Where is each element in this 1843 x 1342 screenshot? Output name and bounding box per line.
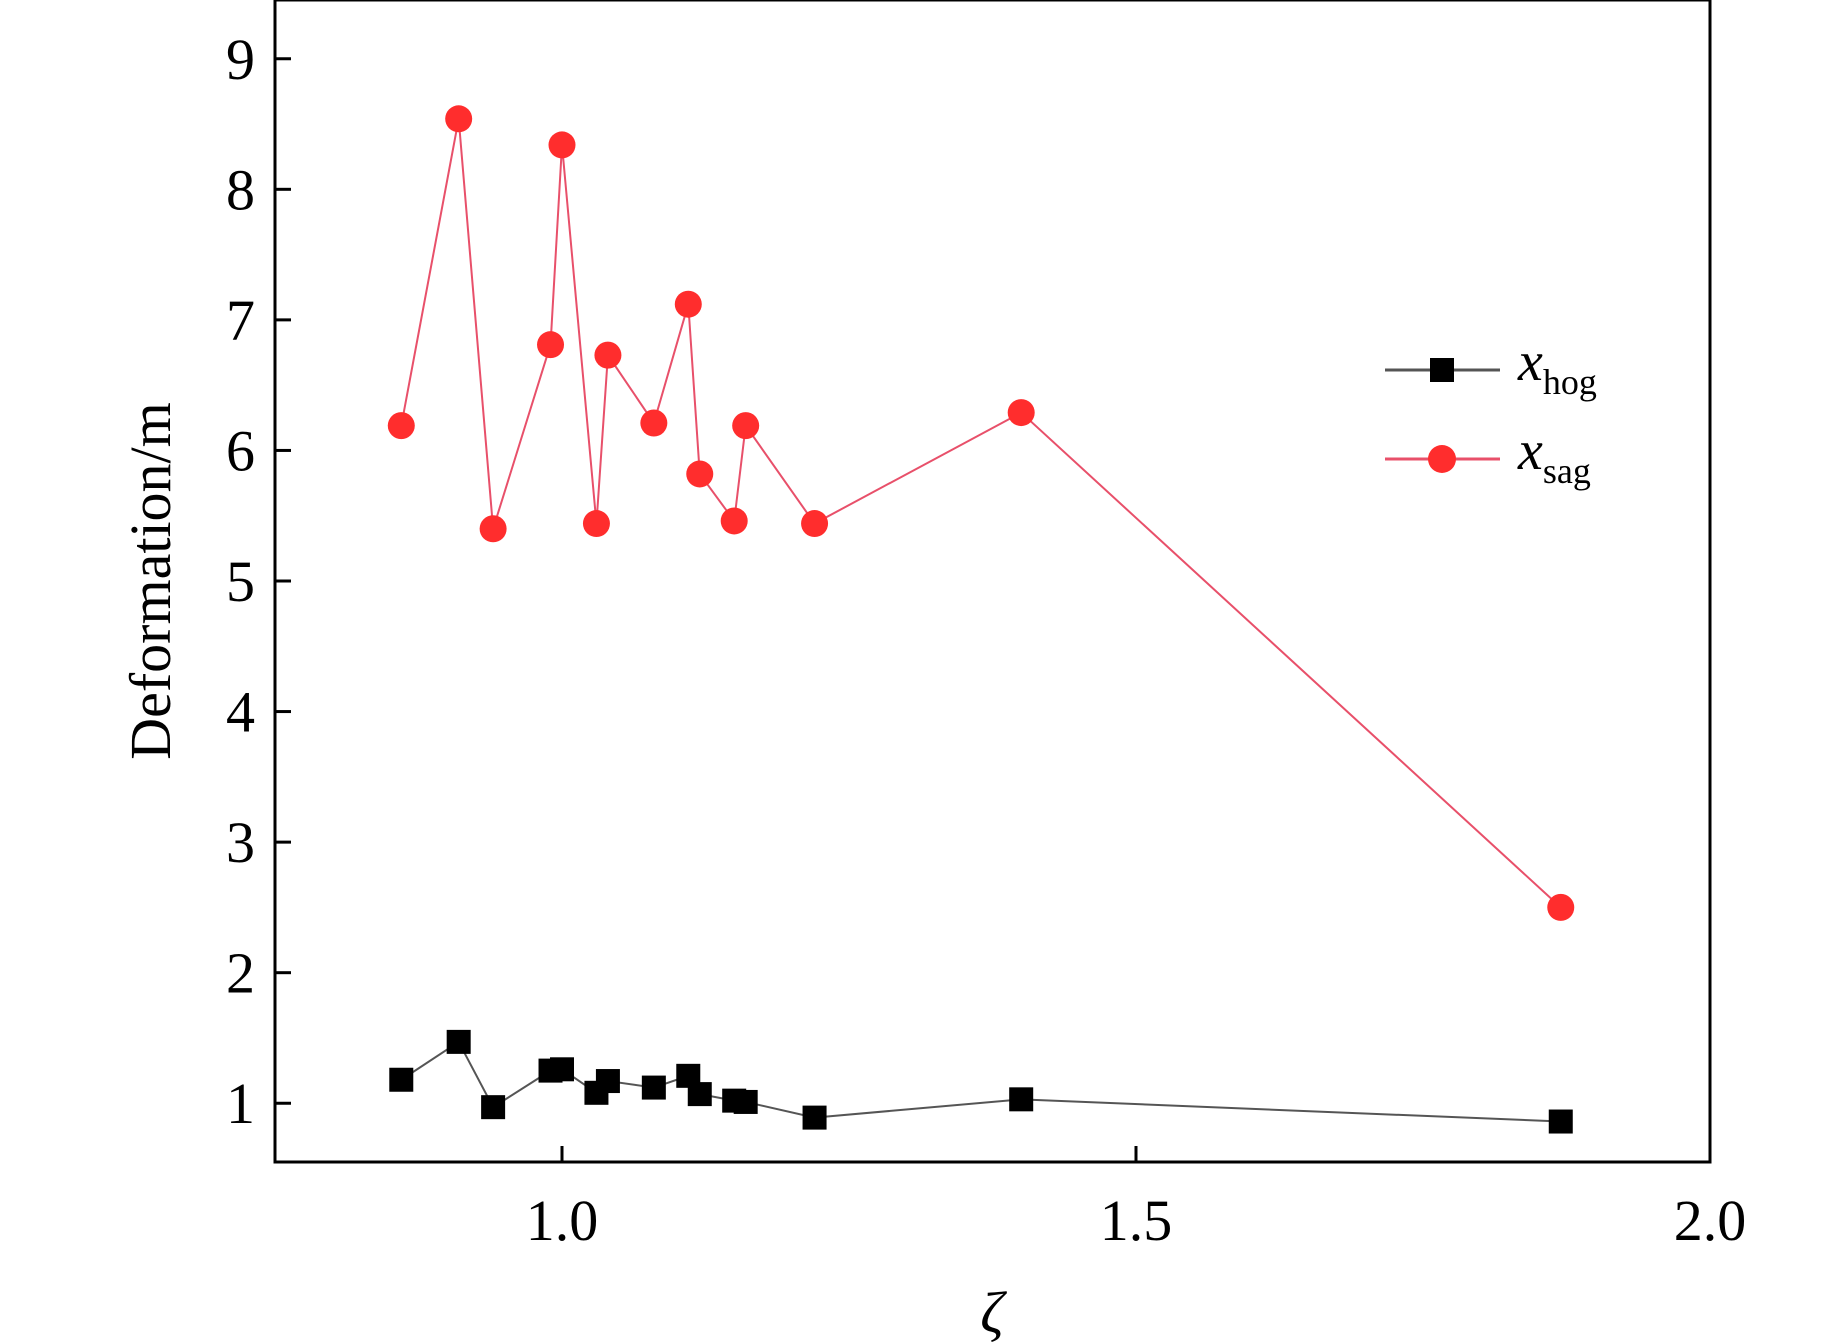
legend-label-sub: sag — [1543, 451, 1591, 491]
legend-label-main: x — [1517, 420, 1543, 482]
x-axis: 1.0 1.5 2.0 — [526, 1146, 1747, 1253]
legend-item-x_hog: xhog — [1385, 331, 1597, 402]
data-point — [801, 510, 829, 538]
legend-label-main: x — [1517, 331, 1543, 393]
data-point — [387, 412, 415, 440]
data-point — [1548, 1109, 1573, 1134]
x-axis-title: ζ — [980, 1280, 1007, 1342]
series-line — [400, 1040, 1561, 1123]
data-point — [548, 131, 576, 159]
data-point — [732, 412, 760, 440]
y-tick-label: 6 — [226, 418, 255, 483]
series-x_sag — [387, 105, 1575, 921]
y-tick-label: 3 — [226, 810, 255, 875]
y-axis-title: Deformation/m — [118, 402, 183, 760]
data-point — [1009, 1087, 1034, 1112]
data-point — [550, 1057, 574, 1082]
plot-frame — [273, 0, 1712, 1164]
y-tick-label: 7 — [226, 288, 255, 353]
data-point — [445, 105, 473, 133]
data-point — [594, 341, 622, 369]
data-point — [641, 1075, 666, 1100]
x-tick-label: 1.0 — [526, 1188, 599, 1253]
x-tick-label: 2.0 — [1674, 1188, 1747, 1253]
data-point — [686, 460, 714, 488]
x-tick-label: 1.5 — [1100, 1188, 1173, 1253]
y-tick-label: 9 — [226, 27, 255, 92]
y-tick-label: 2 — [226, 941, 255, 1006]
legend-label-sub: hog — [1543, 362, 1597, 402]
legend-label: xhog — [1517, 331, 1597, 402]
y-axis: 1 2 3 4 5 6 7 8 9 — [226, 27, 291, 1136]
data-point — [1007, 399, 1035, 427]
data-point — [733, 1089, 758, 1114]
data-point — [1547, 893, 1575, 921]
data-point — [389, 1067, 414, 1092]
series-x_hog — [389, 1029, 1573, 1134]
data-point — [537, 331, 565, 359]
data-point — [446, 1029, 471, 1054]
data-point — [687, 1082, 712, 1107]
data-point — [479, 515, 507, 543]
data-point — [674, 290, 702, 318]
legend-item-x_sag: xsag — [1385, 420, 1591, 491]
legend-marker — [1428, 445, 1456, 473]
data-point — [481, 1095, 506, 1120]
y-tick-label: 8 — [226, 157, 255, 222]
data-point — [720, 507, 748, 535]
y-tick-label: 4 — [226, 680, 255, 745]
data-point — [582, 510, 610, 538]
data-point — [640, 409, 668, 437]
legend-marker — [1430, 358, 1454, 382]
series-line — [400, 118, 1562, 909]
series-layer — [387, 105, 1575, 1134]
data-point — [595, 1069, 620, 1094]
legend-label: xsag — [1517, 420, 1591, 491]
y-tick-label: 1 — [226, 1071, 255, 1136]
y-tick-label: 5 — [226, 549, 255, 614]
data-point — [802, 1105, 827, 1130]
